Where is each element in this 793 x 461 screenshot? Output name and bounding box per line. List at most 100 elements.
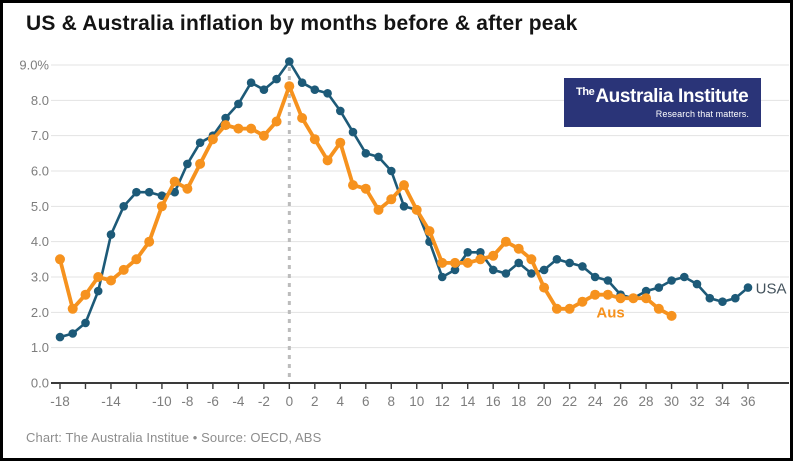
data-point-usa	[692, 279, 702, 289]
y-tick-label: 2.0	[31, 305, 49, 320]
data-point-aus	[399, 180, 409, 191]
data-point-usa	[488, 265, 498, 275]
data-point-aus	[386, 194, 397, 205]
data-point-usa	[106, 230, 116, 239]
data-point-usa	[323, 89, 332, 98]
x-tick-label: -14	[101, 394, 121, 409]
data-point-usa	[641, 286, 651, 296]
data-point-usa	[463, 248, 473, 257]
data-point-usa	[310, 85, 320, 94]
data-point-aus	[360, 183, 371, 194]
logo-tagline: Research that matters.	[655, 108, 749, 119]
data-point-aus	[577, 296, 588, 307]
data-point-aus	[564, 303, 575, 314]
data-point-usa	[514, 258, 523, 268]
data-point-aus	[93, 272, 104, 282]
series-label-usa: USA	[756, 280, 787, 297]
x-tick-label: 4	[337, 394, 345, 409]
data-point-usa	[183, 159, 192, 169]
y-tick-label: 0.0	[31, 376, 49, 391]
data-point-usa	[297, 78, 307, 87]
y-tick-label: 8.0	[31, 93, 49, 108]
data-point-aus	[348, 180, 358, 191]
data-point-usa	[348, 127, 358, 137]
data-point-usa	[374, 152, 383, 162]
data-point-usa	[234, 99, 243, 109]
data-point-usa	[259, 85, 269, 94]
data-point-aus	[602, 289, 613, 300]
x-tick-label: 2	[311, 394, 319, 409]
data-point-aus	[169, 176, 180, 187]
data-point-aus	[335, 137, 346, 148]
data-point-usa	[272, 74, 281, 84]
data-point-aus	[233, 123, 244, 134]
x-tick-label: -2	[258, 394, 270, 409]
data-point-usa	[221, 113, 230, 123]
data-point-usa	[336, 106, 345, 116]
data-point-usa	[246, 78, 256, 87]
x-tick-label: 30	[664, 394, 679, 409]
data-point-usa	[450, 265, 460, 275]
y-tick-label: 7.0	[31, 128, 49, 143]
data-point-aus	[539, 282, 550, 293]
y-axis: 0.0 1.0 2.0 3.0 4.0 5.0 6.0 7.0 8.0 9.0%	[19, 58, 49, 391]
data-point-usa	[527, 269, 536, 278]
data-point-usa	[667, 276, 676, 285]
data-point-usa	[680, 272, 689, 282]
data-point-aus	[220, 120, 231, 131]
data-point-aus	[653, 303, 664, 314]
data-point-usa	[654, 283, 664, 292]
data-point-usa	[68, 329, 77, 338]
data-point-aus	[437, 257, 448, 268]
x-tick-label: 16	[486, 394, 501, 409]
inflation-chart: -18 -14 -10 -8 -6 -4 -2 0 2 4 6 8 10 12 14 16 18 20 22 24 26…	[19, 57, 789, 409]
data-point-usa	[501, 269, 511, 278]
data-point-aus	[80, 289, 91, 300]
data-point-usa	[705, 293, 715, 303]
data-point-aus	[182, 183, 193, 194]
x-tick-label: -8	[181, 394, 193, 409]
data-point-aus	[131, 254, 142, 265]
y-tick-label: 3.0	[31, 270, 49, 285]
x-tick-label: 12	[435, 394, 450, 409]
data-point-usa	[285, 57, 294, 66]
data-point-aus	[641, 293, 652, 304]
data-point-usa	[552, 254, 562, 264]
x-tick-label: 26	[613, 394, 628, 409]
data-point-aus	[666, 310, 677, 321]
x-tick-label: -18	[50, 394, 70, 409]
data-point-aus	[106, 275, 116, 286]
data-point-aus	[475, 254, 486, 265]
x-tick-label: 28	[639, 394, 654, 409]
data-point-usa	[590, 272, 600, 282]
data-point-usa	[93, 286, 103, 296]
logo-the: The	[576, 85, 595, 98]
data-point-aus	[297, 113, 308, 123]
data-point-usa	[476, 248, 485, 257]
data-point-aus	[284, 81, 295, 92]
data-point-aus	[246, 123, 257, 134]
x-tick-label: 24	[588, 394, 604, 409]
data-point-aus	[195, 158, 206, 169]
data-point-aus	[488, 250, 499, 261]
data-point-aus	[411, 204, 422, 215]
x-tick-label: -6	[207, 394, 219, 409]
x-tick-label: 22	[562, 394, 577, 409]
data-point-usa	[144, 187, 154, 197]
data-point-usa	[195, 138, 205, 147]
x-tick-label: 10	[409, 394, 424, 409]
y-tick-label: 6.0	[31, 164, 49, 179]
data-point-usa	[81, 318, 90, 328]
x-tick-label: 20	[537, 394, 552, 409]
data-point-usa	[170, 187, 179, 197]
logo-wordmark: TheAustralia Institute	[576, 85, 749, 106]
data-point-usa	[119, 202, 128, 211]
data-point-aus	[207, 134, 218, 145]
data-point-aus	[322, 155, 333, 166]
x-tick-label: 8	[388, 394, 396, 409]
data-point-aus	[551, 303, 562, 314]
data-point-aus	[462, 257, 473, 268]
data-point-usa	[361, 149, 371, 158]
x-axis: -18 -14 -10 -8 -6 -4 -2 0 2 4 6 8 10 12 14 16 18 20 22 24 26…	[50, 382, 789, 409]
